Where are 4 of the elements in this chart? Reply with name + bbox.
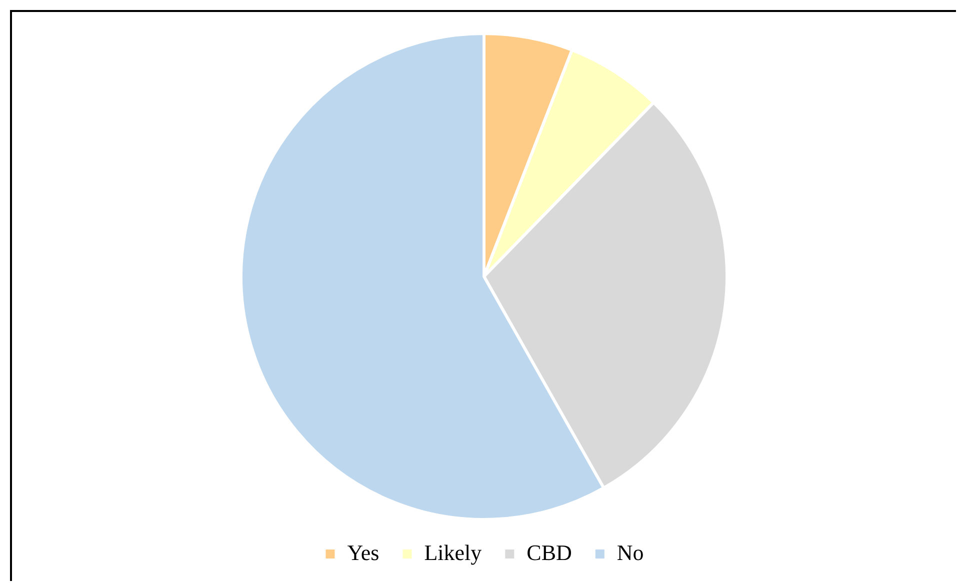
legend-label: No: [616, 540, 644, 565]
legend-label: Yes: [347, 540, 380, 565]
legend-label: CBD: [526, 540, 572, 565]
legend-label: Likely: [424, 540, 482, 565]
